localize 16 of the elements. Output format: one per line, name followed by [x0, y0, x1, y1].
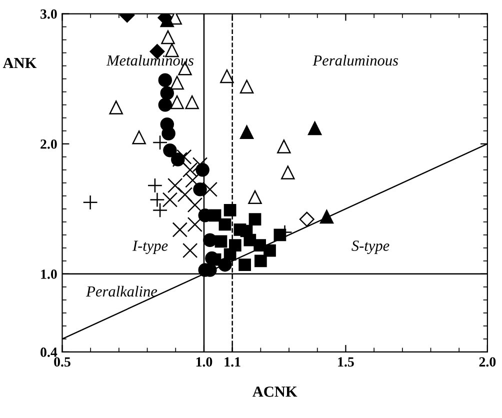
x-tick-label: 0.5: [54, 357, 70, 367]
y-tick-label: 3.0: [40, 9, 57, 19]
y-tick-label: 1.0: [41, 270, 57, 279]
annotation: Peraluminous: [312, 54, 398, 66]
x-tick-label: 1.5: [338, 357, 354, 367]
annotation: S-type: [352, 240, 390, 254]
x-tick-label: 2.0: [479, 357, 496, 367]
x-tick-label: 1.1: [224, 357, 240, 367]
annotation: I-type: [132, 240, 168, 254]
x-axis-title: ACNK: [252, 386, 298, 397]
annotation: Peralkaline: [86, 286, 158, 297]
y-axis-title: ANK: [2, 58, 37, 68]
y-tick-label: 0.4: [40, 348, 58, 357]
annotation: Metaluminous: [106, 54, 194, 66]
y-tick-label: 2.0: [40, 139, 57, 149]
x-tick-label: 1.0: [196, 357, 212, 367]
